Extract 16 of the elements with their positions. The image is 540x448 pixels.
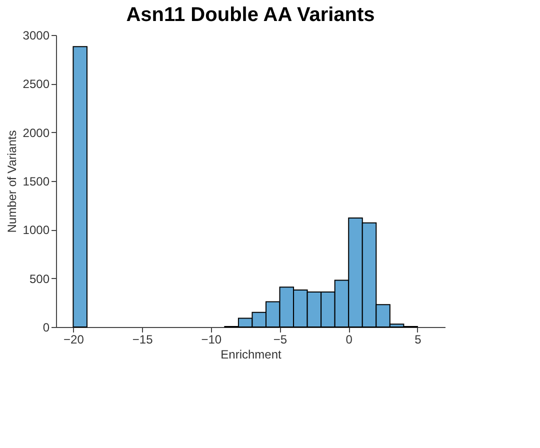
chart-title: Asn11 Double AA Variants [126,4,375,26]
x-tick-label: 0 [346,332,353,346]
x-tick-label: 5 [414,332,422,346]
y-axis-title: Number of Variants [4,130,19,233]
y-tick-label: 3000 [22,28,50,42]
x-tick-label: −15 [132,332,154,346]
x-tick-label: −20 [64,332,84,346]
y-tick-label: 500 [29,272,50,286]
x-tick-label: −5 [273,332,288,346]
x-tick-label: −10 [201,332,222,346]
y-tick-label: 0 [42,320,50,334]
x-axis-title: Enrichment [220,348,282,362]
y-tick-label: 1000 [22,223,50,238]
y-tick-label: 1500 [22,174,50,188]
y-tick-label: 2500 [22,77,50,92]
y-tick-label: 2000 [22,126,50,140]
